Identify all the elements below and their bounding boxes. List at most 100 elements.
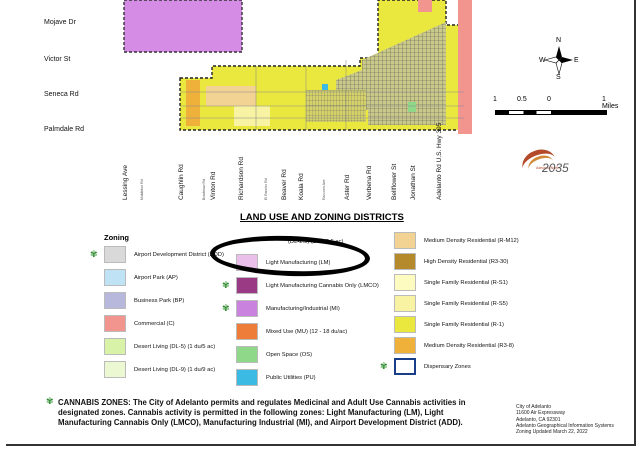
street-palmdale: Palmdale Rd (44, 126, 85, 133)
legend-item: Medium Density Residential (R3-8) (394, 337, 514, 354)
legend-label: Public Utilities (PU) (266, 374, 316, 381)
cannabis-leaf-icon: ✾ (46, 396, 54, 406)
vertical-street-label: Bradshaw Rd (202, 178, 206, 200)
legend-label: Commercial (C) (134, 320, 175, 327)
legend-swatch (236, 369, 258, 386)
legend-label: Dispensary Zones (424, 363, 471, 370)
legend-item: Public Utilities (PU) (236, 369, 316, 386)
legend-swatch (236, 277, 258, 294)
vertical-street-label: Lessing Ave (122, 165, 129, 200)
legend-item: Single Family Residential (R-S1) (394, 274, 508, 291)
logo-2035: 2035 (542, 161, 569, 175)
compass-rose (543, 46, 573, 76)
legend-swatch (394, 274, 416, 291)
vertical-street-label: Raccoon Ave (322, 179, 326, 200)
legend-item: Dispensary Zones (394, 358, 471, 375)
legend-label: Airport Park (AP) (134, 274, 178, 281)
legend-item: Desert Living (DL-5) (1 du/5 ac) (104, 338, 215, 355)
legend-label: Manufacturing/Industrial (MI) (266, 305, 340, 312)
legend-swatch (236, 323, 258, 340)
scale-label-1: 1 (493, 96, 497, 103)
vertical-street-label: Bellflower St (391, 163, 398, 200)
map-frame: N E S W 1 0.5 0 1 Miles Mojave Dr Victor… (6, 0, 636, 446)
mi-zone-top (123, 0, 243, 53)
legend-label: Business Park (BP) (134, 297, 185, 304)
compass-w: W (539, 57, 546, 64)
legend-swatch (104, 361, 126, 378)
cannabis-zones-text: CANNABIS ZONES: The City of Adelanto per… (58, 398, 466, 427)
partial-legend-label: (DL-2.5) (1 du/2.5 ac) (288, 239, 344, 245)
scale-label-0: 0 (547, 96, 551, 103)
highlight-ellipse (209, 233, 371, 279)
street-mojave: Mojave Dr (44, 19, 76, 26)
scale-label-miles: 1 Miles (602, 96, 619, 110)
legend-item: High Density Residential (R3-30) (394, 253, 508, 270)
street-seneca: Seneca Rd (44, 91, 79, 98)
legend-label: Light Manufacturing (LM) (266, 259, 331, 266)
legend-label: Single Family Residential (R-S1) (424, 279, 508, 286)
legend-label: Desert Living (DL-5) (1 du/5 ac) (134, 343, 216, 350)
legend-item: Light Manufacturing (LM) (236, 254, 330, 271)
legend-swatch (394, 316, 416, 333)
legend-swatch (394, 337, 416, 354)
cannabis-leaf-icon: ✾ (222, 303, 230, 313)
legend-item: Manufacturing/Industrial (MI) (236, 300, 340, 317)
vertical-street-label: Beaver Rd (281, 169, 288, 200)
legend-item: Commercial (C) (104, 315, 175, 332)
cannabis-leaf-icon: ✾ (90, 249, 98, 259)
legend-swatch (104, 292, 126, 309)
compass-s: S (556, 74, 561, 81)
vertical-street-label: Adelanto Rd U.S. Hwy 395 (436, 122, 443, 200)
legend-swatch (104, 315, 126, 332)
legend-swatch (394, 232, 416, 249)
legend-swatch (394, 358, 416, 375)
legend-label: Medium Density Residential (R-M12) (424, 237, 519, 244)
vertical-street-label: Verbena Rd (366, 165, 373, 200)
legend-label: Light Manufacturing Cannabis Only (LMCO) (266, 282, 379, 289)
logo-subtitle: Adelanto North (536, 166, 560, 170)
vertical-street-label: Richardson Rd (238, 157, 245, 200)
legend-item: Medium Density Residential (R-M12) (394, 232, 519, 249)
legend-swatch (104, 269, 126, 286)
vertical-street-label: Jonathan St (410, 165, 417, 200)
legend-title: LAND USE AND ZONING DISTRICTS (240, 212, 404, 223)
legend-label: Medium Density Residential (R3-8) (424, 342, 514, 349)
cannabis-leaf-icon: ✾ (222, 280, 230, 290)
vertical-street-label: El Rancho Rd (264, 178, 268, 200)
cannabis-leaf-icon: ✾ (380, 361, 388, 371)
street-victor: Victor St (44, 56, 71, 63)
zoning-map (123, 0, 573, 134)
legend-swatch (236, 254, 258, 271)
legend-item: Mixed Use (MU) (12 - 18 du/ac) (236, 323, 347, 340)
legend-item: Single Family Residential (R-1) (394, 316, 504, 333)
legend-swatch (394, 295, 416, 312)
scale-label-half: 0.5 (517, 96, 527, 103)
legend-label: Single Family Residential (R-S5) (424, 300, 508, 307)
legend-swatch (104, 246, 126, 263)
legend-item: Light Manufacturing Cannabis Only (LMCO) (236, 277, 379, 294)
vertical-street-label: Koala Rd (298, 173, 305, 200)
vertical-street-label: Caughlin Rd (178, 164, 185, 200)
compass-e: E (574, 57, 579, 64)
legend-swatch (236, 300, 258, 317)
compass-n: N (556, 37, 562, 44)
legend-item: Airport Development District (ADD) (104, 246, 224, 263)
legend-item: Single Family Residential (R-S5) (394, 295, 508, 312)
legend-item: Business Park (BP) (104, 292, 184, 309)
legend-label: Mixed Use (MU) (12 - 18 du/ac) (266, 328, 348, 335)
legend-swatch (236, 346, 258, 363)
legend-label: Airport Development District (ADD) (134, 251, 224, 258)
legend-label: Desert Living (DL-9) (1 du/9 ac) (134, 366, 216, 373)
legend-label: Open Space (OS) (266, 351, 313, 358)
legend-item: Desert Living (DL-9) (1 du/9 ac) (104, 361, 215, 378)
vertical-street-label: Middleton Rd (140, 179, 144, 200)
legend-item: Airport Park (AP) (104, 269, 178, 286)
commercial-strip (458, 0, 472, 134)
vertical-street-label: Aster Rd (344, 174, 351, 200)
legend-swatch (394, 253, 416, 270)
legend-swatch (104, 338, 126, 355)
legend-label: Single Family Residential (R-1) (424, 321, 504, 328)
legend-item: Open Space (OS) (236, 346, 312, 363)
city-info: City of Adelanto 11600 Air Expressway Ad… (516, 404, 614, 436)
vertical-street-label: Vinton Rd (210, 171, 217, 200)
